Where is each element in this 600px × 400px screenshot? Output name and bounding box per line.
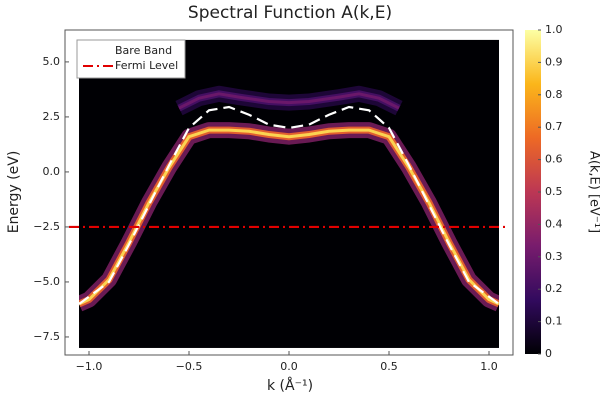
y-axis-label: Energy (eV) <box>6 151 22 234</box>
colorbar <box>525 30 541 354</box>
series-line <box>78 105 500 305</box>
colorbar-tick-label: 0.4 <box>545 217 563 230</box>
y-tick-label: 0.0 <box>43 165 61 178</box>
colorbar-tick-label: 0.7 <box>545 120 563 133</box>
colorbar-tick-label: 0.1 <box>545 315 563 328</box>
colorbar-tick-label: 0.8 <box>545 88 563 101</box>
colorbar-tick-label: 0.3 <box>545 250 563 263</box>
heatmap-background <box>79 39 499 348</box>
colorbar-label: A(k,E) [eV⁻¹] <box>587 151 600 233</box>
colorbar-tick-label: 0 <box>545 347 552 360</box>
colorbar-tick-label: 0.6 <box>545 153 563 166</box>
legend-label: Bare Band <box>115 44 172 57</box>
legend-box <box>76 39 186 79</box>
spectral-band <box>178 92 400 110</box>
colorbar-tick-label: 0.2 <box>545 282 563 295</box>
x-tick-label: −1.0 <box>76 360 103 373</box>
y-tick-label: 5.0 <box>43 55 61 68</box>
colorbar-tick-label: 0.5 <box>545 185 563 198</box>
y-tick-label: −7.5 <box>33 330 60 343</box>
y-tick-label: −2.5 <box>33 220 60 233</box>
colorbar-tick-label: 1.0 <box>545 23 563 36</box>
legend-label: Fermi Level <box>115 59 178 72</box>
chart-title: Spectral Function A(k,E) <box>188 3 392 23</box>
x-tick-label: −0.5 <box>176 360 203 373</box>
y-tick-label: 2.5 <box>43 110 61 123</box>
x-axis-label: k (Å⁻¹) <box>267 377 313 394</box>
x-tick-label: 1.0 <box>480 360 498 373</box>
x-tick-label: 0.0 <box>280 360 298 373</box>
y-tick-label: −5.0 <box>33 275 60 288</box>
x-tick-label: 0.5 <box>380 360 398 373</box>
colorbar-tick-label: 0.9 <box>545 55 563 68</box>
